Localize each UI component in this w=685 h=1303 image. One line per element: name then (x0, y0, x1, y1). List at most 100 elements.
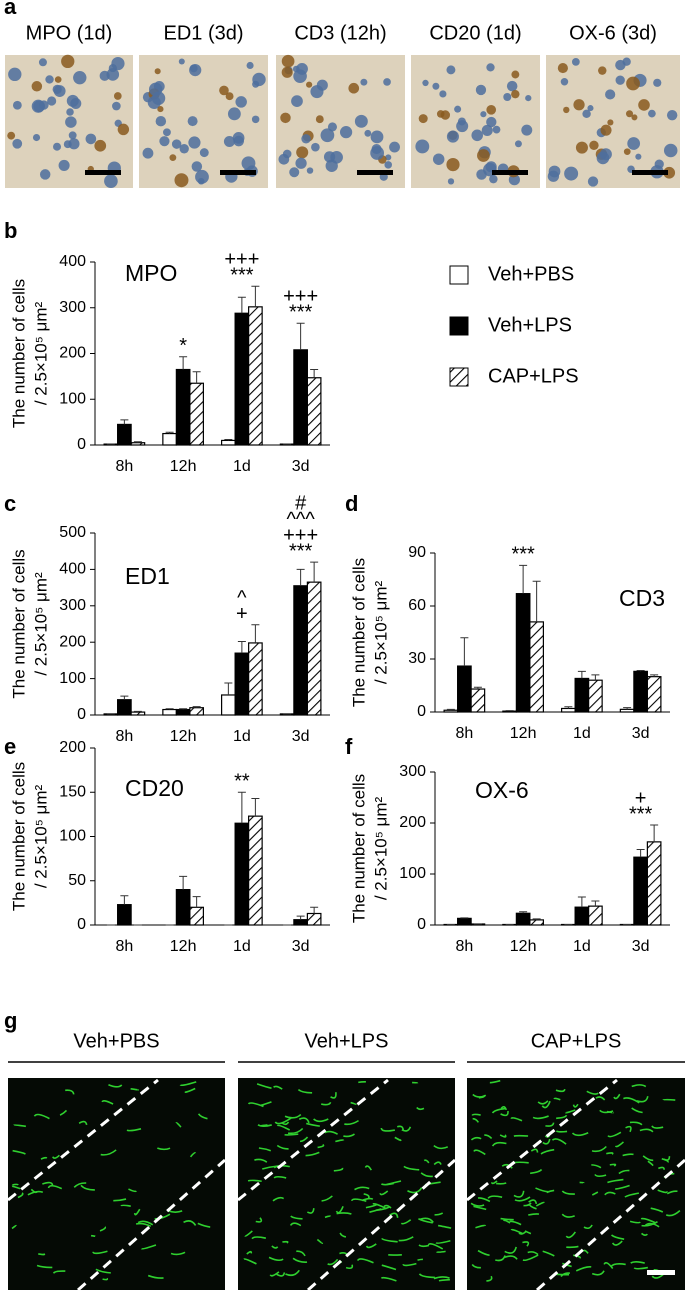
cell (383, 78, 391, 86)
fiber (33, 1113, 50, 1120)
fiber (246, 1250, 253, 1255)
fiber (504, 1246, 517, 1254)
fiber (154, 1213, 171, 1220)
cell (648, 109, 656, 118)
cell (432, 153, 445, 165)
x-tick-label: 8h (115, 458, 133, 475)
bar (646, 841, 662, 926)
cell (188, 136, 201, 149)
fiber (80, 1184, 95, 1191)
error-bar (310, 369, 319, 378)
cell (481, 124, 493, 136)
x-tick-label: 3d (292, 938, 310, 955)
cell (32, 133, 41, 142)
fiber (615, 1184, 630, 1190)
x-tick-label: 3d (632, 938, 650, 955)
cell (61, 54, 75, 69)
fiber (647, 1160, 654, 1167)
fiber (324, 1130, 338, 1135)
fiber (272, 1196, 285, 1202)
cell (503, 92, 512, 102)
fiber (510, 1117, 523, 1122)
fiber (640, 1232, 648, 1236)
cell (563, 106, 570, 114)
cell (514, 140, 522, 148)
fiber (300, 1136, 309, 1143)
cell (225, 92, 234, 101)
x-tick-label: 1d (573, 938, 591, 955)
fiber (95, 1268, 111, 1274)
fiber (335, 1139, 345, 1143)
fiber (364, 1165, 372, 1171)
bar (619, 708, 635, 713)
cell (573, 99, 585, 111)
cell (615, 75, 625, 85)
scale-bar (85, 170, 121, 175)
cell (111, 56, 125, 71)
bar (234, 652, 250, 716)
fiber (499, 1134, 507, 1138)
cell (295, 157, 307, 169)
fiber (542, 1250, 555, 1257)
bar (470, 688, 486, 713)
fiber (624, 1192, 640, 1198)
fiber (52, 1154, 60, 1159)
fiber (305, 1151, 320, 1157)
cell (45, 75, 54, 84)
fiber (258, 1147, 272, 1152)
fiber (513, 1190, 525, 1198)
error-bar (224, 439, 233, 441)
fiber (276, 1272, 286, 1277)
error-bar (591, 900, 600, 907)
error-bar (237, 296, 246, 314)
x-tick-label: 12h (170, 728, 197, 745)
cell (106, 68, 120, 81)
y-axis-label: The number of cells (9, 549, 28, 698)
cell (330, 150, 343, 164)
cell (354, 114, 368, 128)
fiber (636, 1096, 649, 1103)
fiber (396, 1125, 405, 1131)
fiber (276, 1144, 289, 1150)
bar (561, 707, 576, 713)
y-tick-label: 30 (408, 650, 426, 667)
fiber (90, 1234, 96, 1238)
cell (486, 63, 495, 72)
bar (306, 377, 322, 446)
y-axis-label: / 2.5×10⁵ μm² (371, 581, 390, 685)
fiber (631, 1107, 643, 1114)
fiber (418, 1244, 430, 1248)
error-bar (296, 915, 305, 920)
cell (195, 169, 209, 184)
fiber (528, 1213, 540, 1216)
cell (171, 139, 182, 149)
x-tick-label: 12h (510, 725, 537, 742)
fiber (343, 1133, 355, 1138)
fiber (641, 1221, 658, 1227)
fiber (524, 1230, 532, 1235)
micrograph (411, 55, 540, 188)
fiber (501, 1163, 513, 1169)
fiber (73, 1182, 87, 1188)
error-bar (192, 706, 201, 708)
cell (178, 58, 185, 65)
cell (66, 108, 74, 116)
fiber (381, 1237, 398, 1243)
significance-mark: +++ (224, 249, 259, 271)
fiber (418, 1273, 435, 1279)
cell (370, 130, 384, 144)
fiber (306, 1122, 320, 1127)
fiber (256, 1083, 272, 1089)
fiber (126, 1128, 142, 1132)
cell (615, 59, 626, 71)
error-bar (165, 708, 174, 710)
y-tick-label: 100 (399, 865, 426, 882)
fiber (435, 1250, 446, 1253)
cell (292, 65, 300, 73)
fiber (611, 1240, 623, 1246)
fiber (327, 1258, 339, 1266)
fiber (522, 1254, 539, 1262)
cell (54, 76, 62, 83)
fiber (609, 1163, 617, 1167)
significance-mark: *** (289, 302, 313, 324)
